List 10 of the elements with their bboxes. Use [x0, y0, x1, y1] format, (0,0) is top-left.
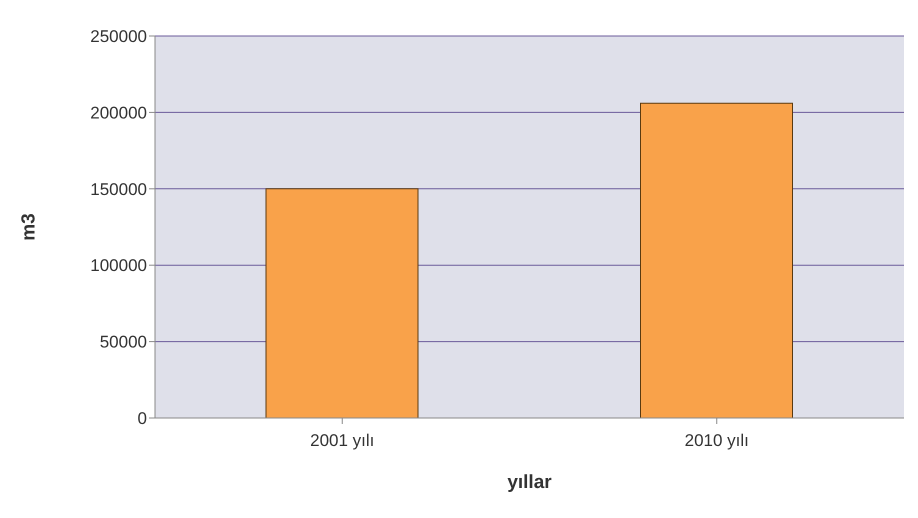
y-tick-label: 250000 [90, 27, 147, 46]
y-tick-label: 150000 [90, 180, 147, 199]
y-tick-label: 50000 [100, 332, 147, 352]
x-axis-title: yıllar [507, 472, 552, 493]
y-axis-title: m3 [18, 213, 40, 241]
y-tick-label: 0 [138, 409, 147, 428]
x-tick-label: 2001 yılı [310, 431, 374, 450]
y-tick-label: 100000 [90, 256, 147, 276]
y-tick-label: 200000 [90, 103, 147, 122]
x-tick-label: 2010 yılı [684, 431, 749, 450]
